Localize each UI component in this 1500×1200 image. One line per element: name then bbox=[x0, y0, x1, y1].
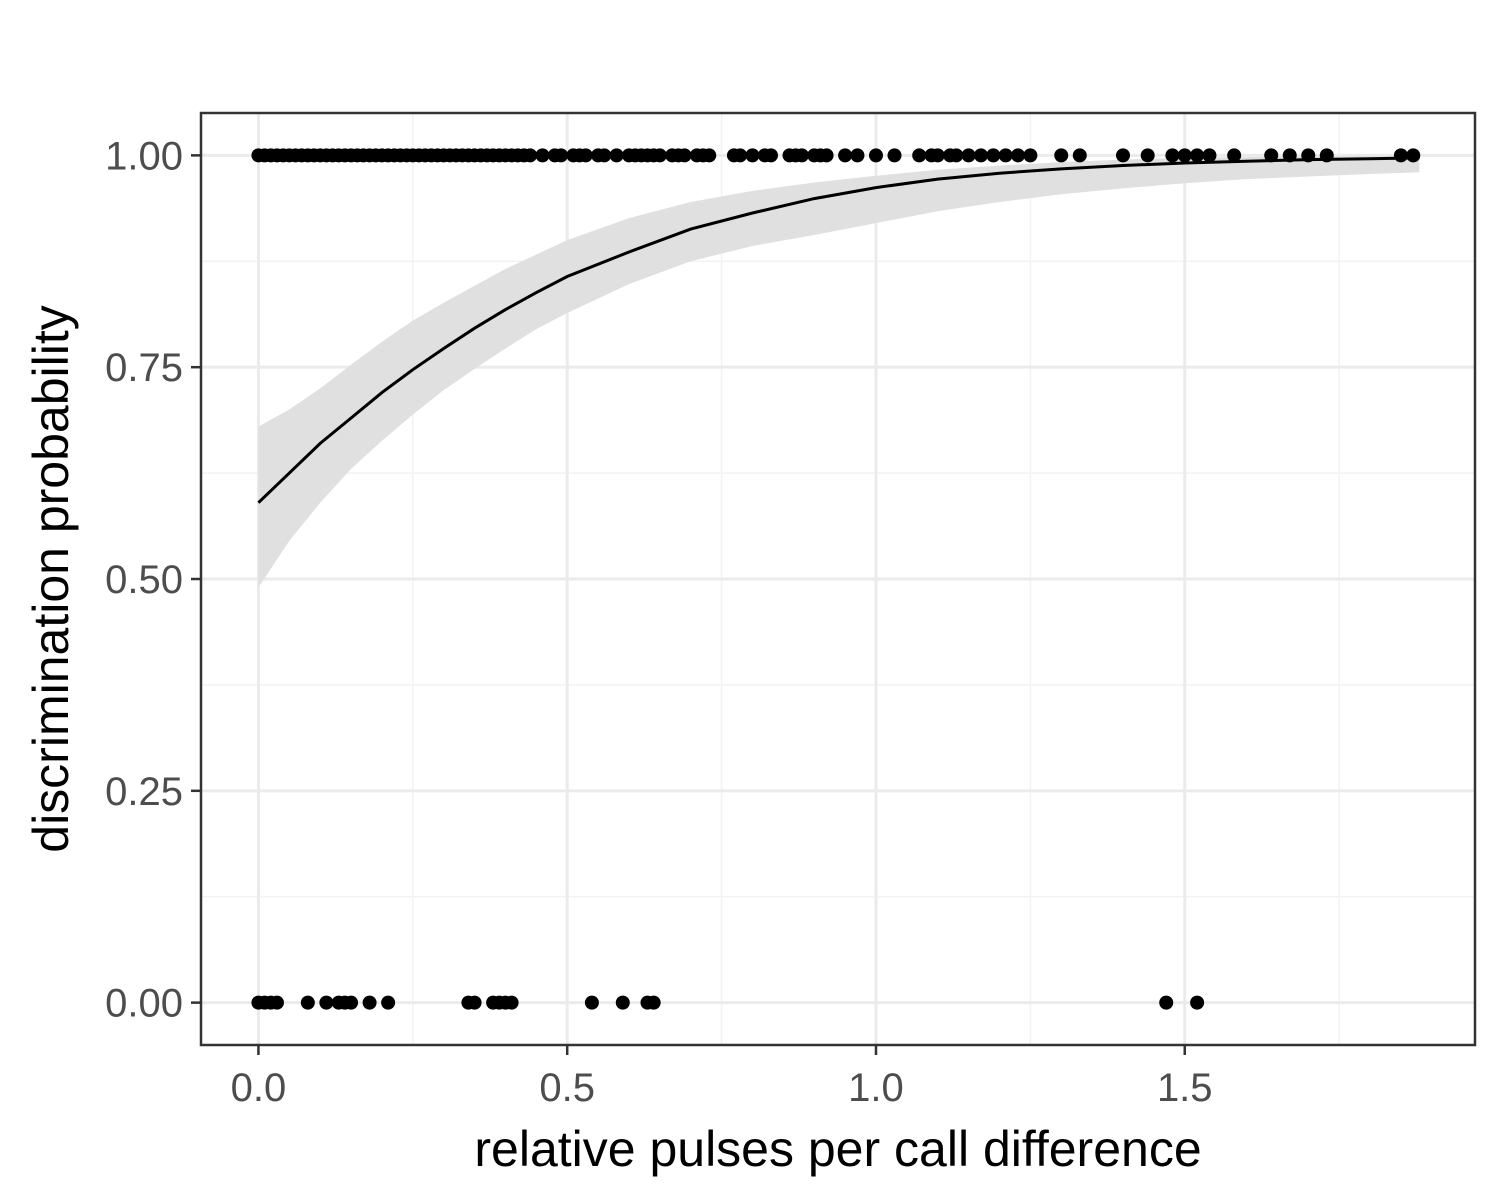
x-tick-label: 0.5 bbox=[539, 1066, 595, 1110]
data-point-y1 bbox=[554, 148, 569, 163]
data-point-y0 bbox=[646, 995, 661, 1010]
data-point-y1 bbox=[1406, 148, 1421, 163]
data-point-y1 bbox=[1115, 148, 1130, 163]
data-points-layer bbox=[251, 148, 1421, 1010]
data-point-y0 bbox=[1190, 995, 1205, 1010]
data-point-y1 bbox=[578, 148, 593, 163]
y-tick-label: 1.00 bbox=[105, 134, 183, 178]
data-point-y1 bbox=[819, 148, 834, 163]
x-tick-label: 0.0 bbox=[231, 1066, 287, 1110]
data-point-y1 bbox=[868, 148, 883, 163]
data-point-y1 bbox=[1202, 148, 1217, 163]
data-point-y1 bbox=[1227, 148, 1242, 163]
data-point-y1 bbox=[1393, 148, 1408, 163]
data-point-y1 bbox=[733, 148, 748, 163]
data-point-y1 bbox=[1264, 148, 1279, 163]
fit-line-layer bbox=[257, 156, 1420, 504]
data-point-y0 bbox=[362, 995, 377, 1010]
data-point-y1 bbox=[930, 148, 945, 163]
data-point-y1 bbox=[794, 148, 809, 163]
data-point-y1 bbox=[1023, 148, 1038, 163]
data-point-y1 bbox=[1054, 148, 1069, 163]
x-axis-title: relative pulses per call difference bbox=[474, 1121, 1201, 1177]
data-point-y1 bbox=[1011, 148, 1026, 163]
data-point-y1 bbox=[609, 148, 624, 163]
y-tick-label: 0.25 bbox=[105, 770, 183, 814]
data-point-y1 bbox=[838, 148, 853, 163]
data-point-y0 bbox=[467, 995, 482, 1010]
logistic-fit-line bbox=[257, 156, 1420, 504]
data-point-y0 bbox=[1159, 995, 1174, 1010]
data-point-y1 bbox=[998, 148, 1013, 163]
axis-ticks: 0.0 0.5 1.0 1.5 0.00 0.25 0.50 0.75 1.00 bbox=[105, 134, 1212, 1110]
data-point-y0 bbox=[344, 995, 359, 1010]
data-point-y1 bbox=[1165, 148, 1180, 163]
data-point-y1 bbox=[745, 148, 760, 163]
data-point-y1 bbox=[523, 148, 538, 163]
data-point-y1 bbox=[912, 148, 927, 163]
data-point-y1 bbox=[1177, 148, 1192, 163]
confidence-ribbon bbox=[258, 156, 1420, 588]
data-point-y0 bbox=[584, 995, 599, 1010]
y-tick-label: 0.50 bbox=[105, 558, 183, 602]
data-point-y1 bbox=[949, 148, 964, 163]
x-tick-label: 1.5 bbox=[1157, 1066, 1213, 1110]
data-point-y1 bbox=[763, 148, 778, 163]
data-point-y1 bbox=[1190, 148, 1205, 163]
data-point-y1 bbox=[850, 148, 865, 163]
data-point-y1 bbox=[887, 148, 902, 163]
data-point-y1 bbox=[986, 148, 1001, 163]
data-point-y1 bbox=[1072, 148, 1087, 163]
y-tick-label: 0.75 bbox=[105, 346, 183, 390]
data-point-y0 bbox=[300, 995, 315, 1010]
data-point-y0 bbox=[269, 995, 284, 1010]
data-point-y0 bbox=[319, 995, 334, 1010]
data-point-y0 bbox=[381, 995, 396, 1010]
data-point-y0 bbox=[504, 995, 519, 1010]
data-point-y1 bbox=[677, 148, 692, 163]
y-axis-title: discrimination probability bbox=[23, 305, 79, 852]
data-point-y1 bbox=[597, 148, 612, 163]
data-point-y1 bbox=[702, 148, 717, 163]
y-tick-label: 0.00 bbox=[105, 982, 183, 1026]
confidence-ribbon-layer bbox=[258, 156, 1420, 588]
data-point-y1 bbox=[652, 148, 667, 163]
data-point-y0 bbox=[615, 995, 630, 1010]
data-point-y1 bbox=[973, 148, 988, 163]
x-tick-label: 1.0 bbox=[848, 1066, 904, 1110]
data-point-y1 bbox=[961, 148, 976, 163]
data-point-y1 bbox=[1140, 148, 1155, 163]
data-point-y1 bbox=[535, 148, 550, 163]
grid-lines bbox=[201, 113, 1475, 1045]
